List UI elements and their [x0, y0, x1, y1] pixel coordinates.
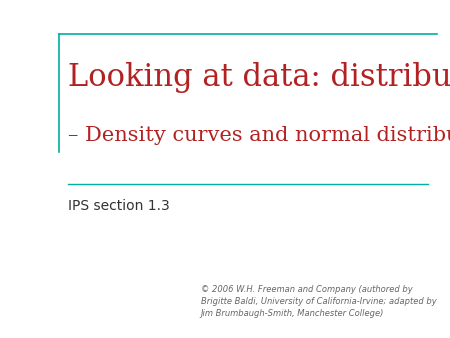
Text: – Density curves and normal distributions: – Density curves and normal distribution…: [68, 126, 450, 145]
Text: Looking at data: distributions: Looking at data: distributions: [68, 62, 450, 93]
Text: © 2006 W.H. Freeman and Company (authored by
Brigitte Baldi, University of Calif: © 2006 W.H. Freeman and Company (authore…: [201, 285, 436, 318]
Text: IPS section 1.3: IPS section 1.3: [68, 199, 169, 213]
